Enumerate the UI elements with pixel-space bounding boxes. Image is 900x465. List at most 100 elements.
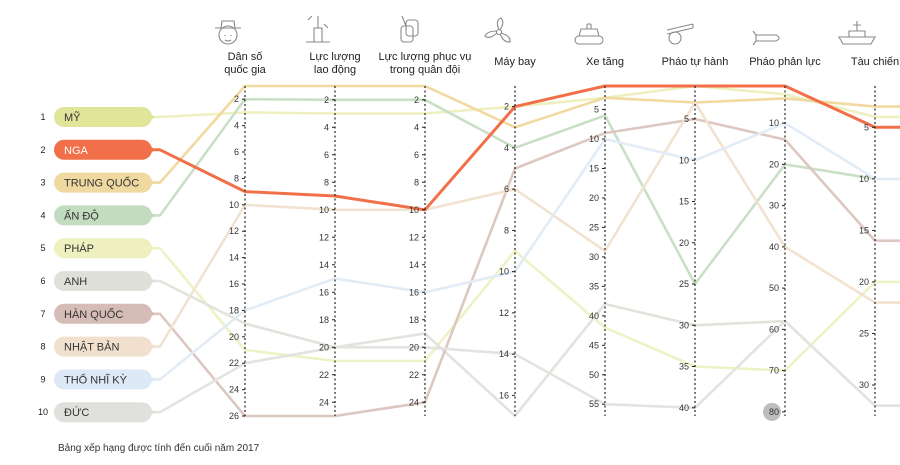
legend-label: NGA: [64, 145, 89, 157]
legend-pill-3[interactable]: [54, 172, 152, 193]
legend-pill-10[interactable]: [54, 402, 152, 423]
tick-label: 2: [324, 95, 329, 105]
tick-label: 20: [589, 193, 599, 203]
footnote: Bảng xếp hạng được tính đến cuối năm 201…: [58, 442, 260, 454]
axis-label-line: Lực lượng phục vụ: [379, 51, 472, 63]
series-line-1: [140, 84, 900, 119]
tick-label: 70: [769, 366, 779, 376]
axis-label-line: Xe tăng: [586, 56, 624, 68]
tick-label: 18: [319, 315, 329, 325]
tick-label: 14: [499, 349, 509, 359]
country-legend: 1 MỸ 2 NGA 3 TRUNG QUỐC 4 ẤN ĐỘ 5 PHÁP 6 ANH 7 HÀN QU…: [38, 107, 155, 423]
tick-label: 24: [409, 397, 419, 407]
tick-label: 6: [414, 150, 419, 160]
axis-label-line: Tàu chiến: [851, 56, 899, 68]
rank-number: 2: [40, 145, 45, 155]
tick-label: 50: [769, 283, 779, 293]
axis-label-line: lao động: [314, 64, 356, 76]
tick-label: 6: [324, 150, 329, 160]
tick-label: 60: [769, 324, 779, 334]
rank-number: 1: [40, 112, 45, 122]
axis-label-xe_tang: Xe tăng: [586, 56, 624, 68]
legend-label: PHÁP: [64, 242, 94, 255]
tick-label: 14: [409, 260, 419, 270]
tick-label: 26: [229, 411, 239, 421]
series-line-5: [140, 246, 900, 372]
tick-label: 16: [229, 279, 239, 289]
tick-label: 30: [859, 380, 869, 390]
tick-label: 8: [414, 177, 419, 187]
tick-label: 20: [679, 238, 689, 248]
tick-label: 10: [499, 267, 509, 277]
legend-pill-8[interactable]: [54, 336, 152, 357]
tick-label: 24: [319, 397, 329, 407]
tank-icon: [574, 23, 604, 45]
legend-pill-5[interactable]: [54, 238, 152, 259]
axes: 2468101214161820222426246810121416182022…: [229, 86, 876, 421]
rocket-icon: [752, 30, 780, 46]
axis-label-line: Lực lượng: [309, 51, 360, 63]
legend-label: ANH: [64, 276, 87, 288]
tick-label: 10: [229, 200, 239, 210]
legend-pill-7[interactable]: [54, 303, 152, 324]
tick-label: 12: [319, 232, 329, 242]
legend-pill-6[interactable]: [54, 271, 152, 291]
legend-label: HÀN QUỐC: [64, 307, 123, 321]
tick-label: 10: [859, 174, 869, 184]
tick-label: 15: [859, 225, 869, 235]
tick-label: 50: [589, 370, 599, 380]
tick-label: 20: [229, 332, 239, 342]
legend-label: TRUNG QUỐC: [64, 176, 139, 190]
rank-number: 4: [40, 210, 45, 220]
legend-pill-1[interactable]: [54, 107, 152, 127]
tick-label: 20: [409, 342, 419, 352]
tick-label: 22: [319, 370, 329, 380]
tick-label: 8: [504, 225, 509, 235]
tick-label: 15: [589, 164, 599, 174]
tick-label: 12: [499, 308, 509, 318]
series-lines: [140, 84, 900, 418]
tick-label: 30: [769, 201, 779, 211]
tick-label: 5: [684, 114, 689, 124]
tick-label: 6: [234, 147, 239, 157]
axis-label-luc_luong_phuc_vu: Lực lượng phục vụ trong quân đội: [379, 51, 472, 76]
tick-label: 20: [319, 342, 329, 352]
tick-label: 24: [229, 385, 239, 395]
series-line-6: [140, 279, 900, 418]
worker-icon: [306, 15, 330, 43]
tick-label: 18: [229, 305, 239, 315]
legend-label: ẤN ĐỘ: [64, 209, 99, 222]
tick-label: 22: [229, 358, 239, 368]
axis-label-line: trong quân đội: [390, 64, 460, 76]
tick-label: 16: [319, 287, 329, 297]
tick-label: 40: [769, 242, 779, 252]
tick-label: 25: [859, 329, 869, 339]
axis-label-tau_chien: Tàu chiến: [851, 56, 899, 68]
rank-number: 10: [38, 407, 48, 417]
axis-label-line: quốc gia: [224, 64, 266, 76]
tick-label: 16: [499, 390, 509, 400]
tick-label: 10: [679, 155, 689, 165]
rank-number: 7: [40, 309, 45, 319]
tick-label: 14: [319, 260, 329, 270]
series-line-10: [140, 319, 900, 414]
tick-label: 10: [319, 205, 329, 215]
tick-label: 35: [679, 362, 689, 372]
tick-label: 5: [864, 122, 869, 132]
legend-pill-4[interactable]: [54, 205, 152, 226]
tick-label: 35: [589, 281, 599, 291]
cannon-icon: [666, 23, 694, 45]
rank-number: 9: [40, 374, 45, 384]
legend-label: THỔ NHĨ KỲ: [64, 373, 128, 386]
legend-pill-2[interactable]: [54, 139, 152, 160]
legend-pill-9[interactable]: [54, 369, 152, 390]
tick-label: 40: [679, 403, 689, 413]
tick-label: 4: [234, 121, 239, 131]
tick-label: 4: [504, 143, 509, 153]
tick-label: 18: [409, 315, 419, 325]
tick-label: 2: [414, 95, 419, 105]
legend-label: NHẬT BẢN: [64, 341, 119, 354]
tick-label: 4: [414, 122, 419, 132]
tick-label: 25: [679, 279, 689, 289]
series-line-2: [140, 84, 900, 212]
